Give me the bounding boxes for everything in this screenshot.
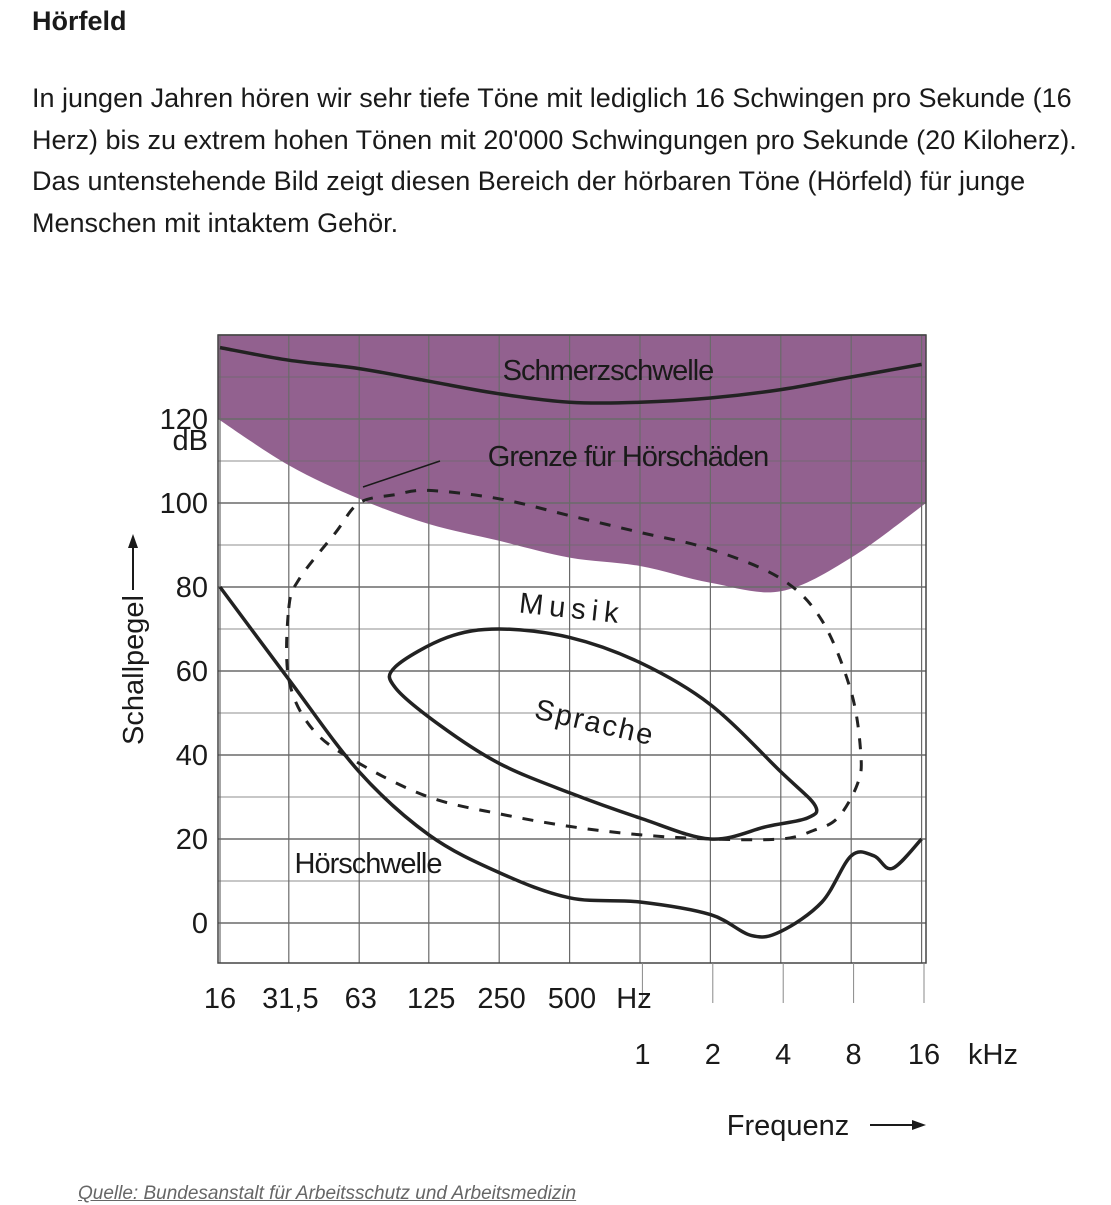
y-unit-label: dB	[173, 425, 208, 457]
x-tick-label-hz-4: 250	[477, 983, 525, 1015]
damage-limit-leader	[362, 460, 441, 488]
source-link[interactable]: Quelle: Bundesanstalt für Arbeitsschutz …	[78, 1183, 577, 1204]
heading: Hörfeld	[32, 6, 127, 36]
pain-region-fill	[218, 335, 926, 593]
x-tick-label-hz-0: 16	[204, 983, 236, 1015]
hearing-threshold-label: Hörschwelle	[295, 848, 442, 880]
x-tick-label-khz-3: 8	[846, 1039, 862, 1071]
x-tick-label-hz-3: 125	[407, 983, 455, 1015]
hearing-threshold-line	[218, 585, 923, 939]
y-tick-label-60: 60	[176, 656, 208, 688]
series-layer	[218, 345, 923, 939]
music-region-outline	[285, 488, 863, 842]
pain-region-layer	[218, 335, 926, 593]
x-tick-label-khz-1: 2	[705, 1039, 721, 1071]
music-label: Musik	[518, 588, 627, 631]
pain-threshold-label: Schmerzschwelle	[503, 355, 714, 387]
speech-region-outline	[387, 627, 819, 841]
x-tick-label-khz-0: 1	[634, 1039, 650, 1071]
y-tick-label-20: 20	[176, 824, 208, 856]
intro-paragraph: In jungen Jahren hören wir sehr tiefe Tö…	[32, 83, 1077, 238]
y-tick-label-40: 40	[176, 740, 208, 772]
y-tick-label-100: 100	[160, 488, 208, 520]
pain-threshold-line	[219, 345, 922, 405]
x-tick-label-hz-1: 31,5	[262, 983, 318, 1015]
frame-layer	[217, 334, 927, 1003]
x-unit-hz-label: Hz	[616, 983, 651, 1015]
damage-limit-label: Grenze für Hörschäden	[488, 441, 768, 473]
x-tick-label-khz-4: 16	[908, 1039, 940, 1071]
y-tick-label-0: 0	[192, 908, 208, 940]
y-axis-arrow-head	[128, 534, 138, 548]
speech-label: Sprache	[532, 694, 658, 753]
x-tick-label-hz-5: 500	[548, 983, 596, 1015]
grid-layer	[218, 334, 926, 963]
x-axis-title: Frequenz	[727, 1110, 850, 1142]
y-tick-label-120: 120	[160, 404, 208, 436]
y-axis-title: Schallpegel	[118, 595, 150, 745]
plot-frame	[217, 334, 927, 964]
x-tick-label-khz-2: 4	[775, 1039, 791, 1071]
y-tick-label-80: 80	[176, 572, 208, 604]
x-tick-label-hz-2: 63	[345, 983, 377, 1015]
x-unit-khz-label: kHz	[968, 1039, 1018, 1071]
x-axis-arrow-head	[912, 1120, 926, 1130]
